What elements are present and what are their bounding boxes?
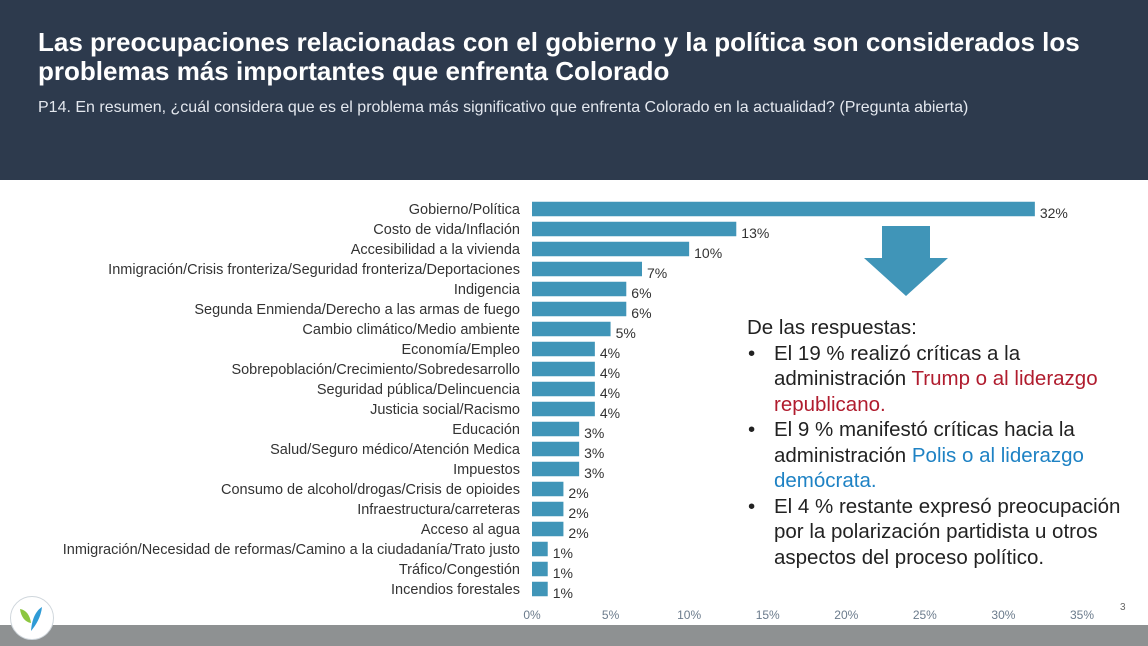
category-label: Sobrepoblación/Crecimiento/Sobredesarrol…: [231, 362, 520, 378]
data-label: 32%: [1040, 205, 1068, 221]
brand-logo: [10, 596, 54, 640]
data-label: 2%: [568, 485, 588, 501]
category-label: Costo de vida/Inflación: [373, 222, 520, 238]
data-label: 2%: [568, 525, 588, 541]
bar: [532, 481, 564, 497]
data-label: 1%: [553, 545, 573, 561]
bar: [532, 241, 690, 257]
bar: [532, 441, 580, 457]
x-tick-label: 30%: [991, 608, 1015, 622]
category-label: Salud/Seguro médico/Atención Medica: [270, 442, 521, 458]
callout-box: De las respuestas: • El 19 % realizó crít…: [747, 315, 1127, 570]
page-title: Las preocupaciones relacionadas con el g…: [38, 27, 1080, 86]
callout-bullet-text: El 9 % manifestó críticas hacia la admin…: [774, 418, 1075, 467]
x-tick-label: 25%: [913, 608, 937, 622]
callout-bullet-trump: • El 19 % realizó críticas a la administr…: [747, 341, 1127, 418]
bullet-icon: •: [748, 494, 756, 518]
category-label: Seguridad pública/Delincuencia: [317, 382, 521, 398]
x-tick-label: 15%: [756, 608, 780, 622]
data-label: 6%: [631, 285, 651, 301]
bar: [532, 581, 548, 597]
category-label: Inmigración/Necesidad de reformas/Camino…: [63, 542, 520, 558]
bar: [532, 221, 737, 237]
bar: [532, 561, 548, 577]
category-label: Cambio climático/Medio ambiente: [302, 322, 520, 338]
header-banner: Las preocupaciones relacionadas con el g…: [0, 0, 1148, 180]
category-label: Impuestos: [453, 462, 520, 478]
x-tick-label: 5%: [602, 608, 620, 622]
data-label: 3%: [584, 465, 604, 481]
data-label: 4%: [600, 385, 620, 401]
data-label: 2%: [568, 505, 588, 521]
data-label: 1%: [553, 565, 573, 581]
data-label: 1%: [553, 585, 573, 601]
bar: [532, 401, 595, 417]
bar: [532, 201, 1035, 217]
page-number: 3: [1120, 602, 1126, 613]
callout-highlight-democrat: Polis o al liderazgo demócrata.: [774, 443, 1084, 493]
callout-bullet-polis: • El 9 % manifestó críticas hacia la admi…: [747, 417, 1127, 494]
data-label: 4%: [600, 405, 620, 421]
category-label: Indigencia: [454, 282, 521, 298]
callout-bullet-polarization: • El 4 % restante expresó preocupación po…: [747, 494, 1127, 571]
category-label: Gobierno/Política: [409, 202, 521, 218]
callout-bullet-text: El 4 % restante expresó preocupación por…: [774, 494, 1121, 569]
category-label: Educación: [452, 422, 520, 438]
x-tick-label: 0%: [523, 608, 541, 622]
category-label: Segunda Enmienda/Derecho a las armas de …: [194, 302, 520, 318]
leaf-logo-icon: [20, 607, 42, 631]
x-tick-label: 10%: [677, 608, 701, 622]
down-arrow-icon: [864, 226, 948, 296]
bar: [532, 421, 580, 437]
bar: [532, 521, 564, 537]
category-label: Consumo de alcohol/drogas/Crisis de opio…: [221, 482, 520, 498]
category-label: Infraestructura/carreteras: [357, 502, 520, 518]
category-label: Tráfico/Congestión: [399, 562, 520, 578]
category-label: Incendios forestales: [391, 582, 520, 598]
bar: [532, 281, 627, 297]
data-label: 3%: [584, 445, 604, 461]
x-tick-label: 35%: [1070, 608, 1094, 622]
category-label: Accesibilidad a la vivienda: [351, 242, 521, 258]
data-label: 4%: [600, 345, 620, 361]
bar: [532, 261, 642, 277]
data-label: 10%: [694, 245, 722, 261]
callout-heading: De las respuestas:: [747, 316, 917, 339]
bar: [532, 361, 595, 377]
x-tick-label: 20%: [834, 608, 858, 622]
data-label: 5%: [616, 325, 636, 341]
bar: [532, 381, 595, 397]
data-label: 13%: [741, 225, 769, 241]
category-label: Justicia social/Racismo: [370, 402, 520, 418]
category-label: Economía/Empleo: [402, 342, 520, 358]
data-label: 3%: [584, 425, 604, 441]
bar: [532, 341, 595, 357]
data-label: 6%: [631, 305, 651, 321]
callout-bullet-text: El 19 % realizó críticas a la administra…: [774, 341, 1021, 391]
bar: [532, 501, 564, 517]
bullet-icon: •: [748, 418, 756, 441]
data-label: 4%: [600, 365, 620, 381]
callout-highlight-republican: Trump o al liderazgo republicano.: [774, 367, 1098, 416]
category-label: Inmigración/Crisis fronteriza/Seguridad …: [108, 262, 520, 278]
bullet-icon: •: [748, 341, 756, 365]
bar: [532, 321, 611, 337]
bar: [532, 301, 627, 317]
callout-list: • El 19 % realizó críticas a la administr…: [747, 341, 1127, 571]
data-label: 7%: [647, 265, 667, 281]
question-subtitle: P14. En resumen, ¿cuál considera que es …: [38, 99, 969, 116]
bar: [532, 461, 580, 477]
bar: [532, 541, 548, 557]
category-label: Acceso al agua: [421, 522, 521, 538]
bar-chart: Gobierno/Política 32% Costo de vida/Inflac…: [63, 201, 1094, 622]
footer-bar: [0, 625, 1148, 646]
